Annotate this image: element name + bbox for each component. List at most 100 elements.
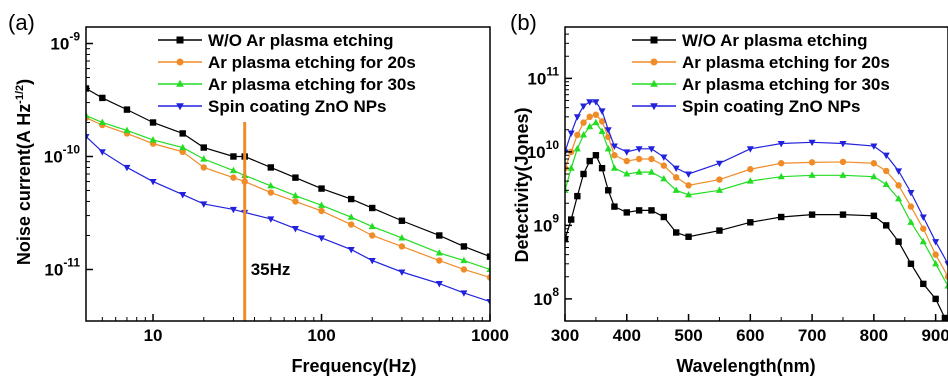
panel-a: (a) Frequency(Hz) Noise current(A Hz-1/2… — [8, 10, 509, 376]
panel-b-series-point — [586, 157, 593, 165]
panel-b-series-point — [635, 168, 643, 175]
panel-b-x-tick-label: 300 — [551, 326, 579, 345]
panel-b-series-point — [685, 182, 692, 189]
panel-b-series-point — [895, 238, 902, 245]
panel-a-series-point — [486, 253, 490, 260]
panel-a-series-point — [179, 192, 187, 199]
panel-b-series-point — [919, 237, 927, 245]
panel-a-legend-swatch-marker — [176, 58, 184, 66]
panel-b-series-point — [895, 194, 903, 202]
panel-b-series — [565, 118, 948, 289]
panel-a-series-point — [267, 189, 275, 196]
panel-b-series-point — [944, 273, 948, 280]
panel-b-series-point — [592, 152, 600, 159]
panel-b-series-point — [932, 239, 940, 246]
panel-a-y-tick-base: 10 — [44, 147, 63, 166]
panel-b-series-point — [611, 152, 618, 159]
panel-a-series-point — [267, 164, 275, 171]
panel-a-series-point — [229, 206, 237, 214]
panel-a-legend-label: Ar plasma etching for 20s — [208, 53, 416, 72]
panel-a-x-tick-label: 10 — [144, 326, 163, 345]
panel-b-x-tick-label: 600 — [736, 326, 764, 345]
panel-a-series-point — [200, 144, 207, 151]
panel-b-series-point — [907, 218, 915, 225]
panel-a-series-point — [369, 204, 376, 212]
panel-a-series-point — [460, 243, 468, 250]
panel-b-series-point — [839, 211, 847, 218]
panel-b-series-point — [623, 149, 631, 156]
panel-a-legend-swatch-marker — [176, 79, 184, 87]
panel-a-series-point — [368, 222, 376, 230]
panel-b-series-point — [907, 189, 915, 197]
panel-b-legend-swatch-marker — [650, 58, 658, 66]
panel-b-series-point — [586, 99, 594, 106]
panel-b-series-point — [941, 314, 948, 321]
panel-b-series-point — [623, 157, 630, 165]
panel-a-series — [86, 85, 490, 260]
panel-b-series-point — [604, 127, 612, 134]
panel-b-series-point — [932, 251, 939, 258]
panel-b-series-point — [672, 174, 680, 181]
panel-a-y-axis-title-tail: ) — [14, 79, 34, 85]
panel-a-series-point — [149, 119, 157, 126]
panel-b-series-point — [648, 207, 655, 214]
panel-b-series-point — [685, 191, 693, 198]
panel-a-legend-item: Spin coating ZnO NPs — [158, 97, 387, 116]
panel-b-series-point — [660, 213, 668, 221]
panel-b-label: (b) — [510, 10, 537, 35]
panel-b-series-point — [932, 259, 940, 267]
panel-a-series-point — [398, 269, 406, 276]
panel-b-y-tick-base: 10 — [527, 69, 546, 88]
panel-b-series-point — [605, 187, 612, 194]
panel-b-series-point — [715, 186, 723, 193]
panel-b-series-point — [574, 192, 581, 200]
panel-a-y-tick-base: 10 — [44, 260, 63, 279]
panel-b-y-tick-label: 108 — [533, 285, 559, 309]
panel-b-legend-label: Ar plasma etching for 30s — [682, 75, 890, 94]
panel-b-series-point — [895, 182, 902, 189]
panel-b-y-tick-label: 1010 — [527, 138, 560, 162]
panel-b-series-point — [623, 170, 631, 177]
panel-a-x-tick-label: 100 — [307, 326, 335, 345]
panel-b-series-point — [567, 216, 575, 223]
panel-a-legend-item: W/O Ar plasma etching — [158, 31, 393, 50]
panel-a-series-point — [347, 213, 355, 220]
panel-b-series-point — [672, 229, 680, 236]
panel-b-y-tick-base: 10 — [533, 216, 552, 235]
panel-a-legend: W/O Ar plasma etching Ar plasma etching f… — [158, 31, 416, 116]
panel-b-series-point — [660, 162, 668, 169]
panel-a-legend-label: Spin coating ZnO NPs — [208, 97, 387, 116]
panel-b-series-point — [882, 152, 890, 160]
panel-b-series-point — [747, 166, 754, 173]
panel-a-series-point — [398, 217, 406, 224]
panel-a-series-point — [98, 149, 106, 156]
panel-b-series-point — [647, 168, 656, 175]
panel-a-legend-label: Ar plasma etching for 30s — [208, 75, 416, 94]
panel-b-series-point — [586, 113, 593, 121]
panel-a-series-point — [98, 118, 106, 126]
panel-a-legend-item: Ar plasma etching for 20s — [158, 53, 416, 72]
panel-a-series-point — [229, 166, 237, 174]
panel-b-y-tick-exp: 10 — [546, 138, 560, 152]
panel-b-series-point — [944, 282, 948, 289]
panel-a-series-point — [460, 256, 468, 264]
panel-b-series-point — [883, 167, 890, 175]
panel-b-series-point — [635, 146, 643, 153]
panel-b-legend-item: W/O Ar plasma etching — [632, 31, 867, 50]
panel-a-series — [86, 134, 490, 306]
panel-a-y-tick-exp: -9 — [69, 30, 80, 44]
panel-a-series-point — [200, 201, 208, 208]
panel-b-x-axis-title: Wavelength(nm) — [676, 356, 815, 376]
panel-b-series-point — [716, 227, 723, 234]
panel-b-series-point — [778, 160, 785, 167]
panel-b-y-tick-exp: 8 — [552, 285, 559, 299]
panel-b-series-point — [747, 219, 754, 226]
panel-b-series-point — [574, 131, 581, 139]
panel-b-x-tick-label: 400 — [613, 326, 641, 345]
panel-b-y-tick-label: 109 — [533, 211, 559, 235]
panel-b-series-point — [808, 211, 816, 218]
panel-b-series-point — [610, 143, 618, 150]
panel-b-x-tick-label: 800 — [860, 326, 888, 345]
panel-a-series-point — [486, 265, 490, 273]
panel-b-legend-item: Ar plasma etching for 30s — [632, 75, 890, 94]
